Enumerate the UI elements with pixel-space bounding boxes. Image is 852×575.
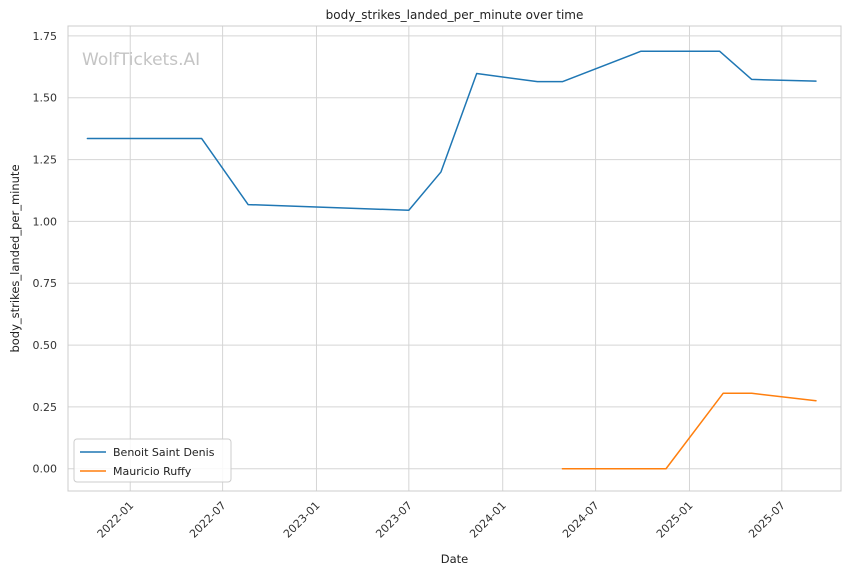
y-tick-label: 1.50	[33, 92, 58, 105]
legend: Benoit Saint Denis Mauricio Ruffy	[73, 438, 232, 483]
y-axis-label: body_strikes_landed_per_minute	[8, 164, 22, 352]
x-tick-label: 2022-07	[187, 499, 229, 541]
series-layer	[86, 50, 817, 470]
x-axis-ticks: 2022-01 2022-07 2023-01 2023-07 2024-01 2024-…	[95, 499, 788, 541]
x-axis-label: Date	[441, 552, 469, 566]
x-tick-label: 2024-01	[467, 499, 509, 541]
y-tick-label: 1.00	[33, 215, 58, 228]
y-tick-label: 1.75	[33, 30, 58, 43]
plot-area	[68, 26, 841, 491]
series-line-benoit-saint-denis	[86, 50, 817, 212]
grid	[68, 26, 841, 491]
plot-frame	[67, 25, 842, 492]
x-tick-label: 2023-01	[281, 499, 323, 541]
x-tick-label: 2025-01	[654, 499, 696, 541]
x-tick-label: 2022-01	[95, 499, 137, 541]
chart-title: body_strikes_landed_per_minute over time	[326, 8, 584, 22]
x-tick-label: 2023-07	[373, 499, 415, 541]
y-tick-label: 0.75	[33, 277, 58, 290]
x-tick-label: 2024-07	[560, 499, 602, 541]
y-tick-label: 1.25	[33, 154, 58, 167]
watermark: WolfTickets.AI	[82, 50, 200, 70]
legend-label-mauricio-ruffy: Mauricio Ruffy	[113, 465, 192, 478]
y-axis-ticks: 0.00 0.25 0.50 0.75 1.00 1.25 1.50 1.75	[33, 30, 58, 476]
y-tick-label: 0.50	[33, 339, 58, 352]
legend-label-benoit-saint-denis: Benoit Saint Denis	[113, 446, 215, 459]
legend-box	[73, 438, 232, 483]
x-tick-label: 2025-07	[746, 499, 788, 541]
series-line-mauricio-ruffy	[561, 392, 817, 470]
y-tick-label: 0.25	[33, 401, 58, 414]
y-tick-label: 0.00	[33, 463, 58, 476]
